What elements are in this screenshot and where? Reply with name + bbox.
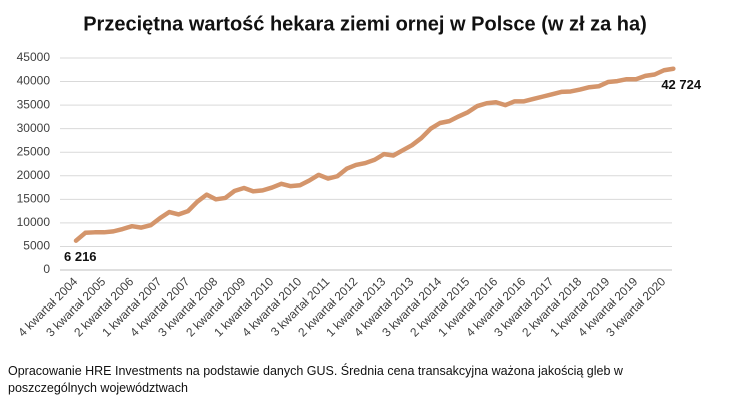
data-line xyxy=(73,66,676,243)
y-tick-label: 40000 xyxy=(17,74,51,88)
chart: Przeciętna wartość hekara ziemi ornej w … xyxy=(15,13,702,339)
chart-title: Przeciętna wartość hekara ziemi ornej w … xyxy=(83,13,647,35)
source-note: Opracowanie HRE Investments na podstawie… xyxy=(8,364,623,395)
y-tick-label: 15000 xyxy=(17,192,51,206)
y-tick-label: 20000 xyxy=(17,168,51,182)
y-tick-label: 0 xyxy=(43,262,50,276)
data-label: 42 724 xyxy=(661,77,702,92)
y-tick-label: 35000 xyxy=(17,97,51,111)
y-tick-label: 5000 xyxy=(23,239,50,253)
y-tick-label: 45000 xyxy=(17,50,51,64)
y-tick-label: 10000 xyxy=(17,215,51,229)
y-tick-label: 25000 xyxy=(17,144,51,158)
y-tick-label: 30000 xyxy=(17,121,51,135)
data-label: 6 216 xyxy=(64,249,97,264)
